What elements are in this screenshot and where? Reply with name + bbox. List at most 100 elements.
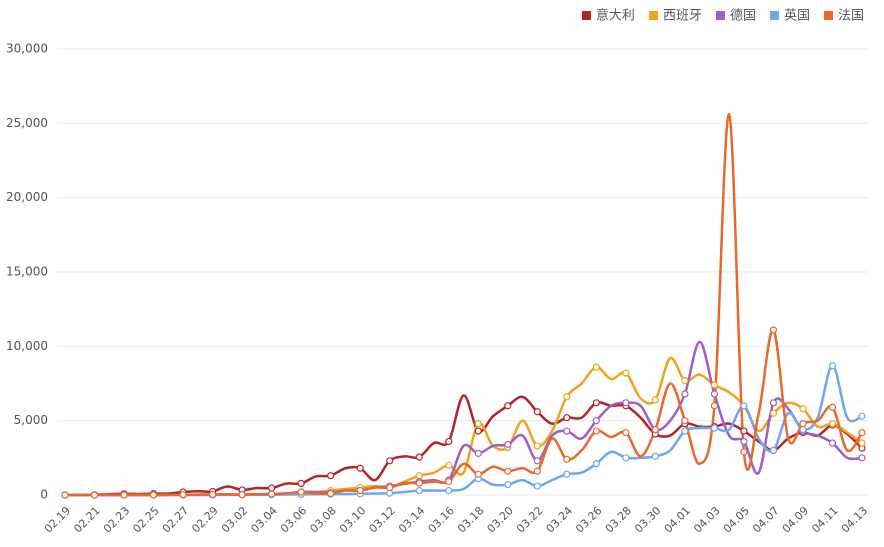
data-point bbox=[740, 437, 748, 446]
legend-swatch bbox=[823, 11, 833, 20]
data-point bbox=[474, 420, 482, 428]
data-point bbox=[504, 402, 512, 410]
y-tick-label: 30,000 bbox=[6, 42, 48, 56]
legend-label: 西班牙 bbox=[663, 9, 702, 24]
data-point bbox=[828, 420, 837, 428]
data-point bbox=[356, 464, 364, 472]
data-point bbox=[592, 417, 600, 425]
data-point bbox=[828, 403, 837, 411]
x-tick-label: 03.24 bbox=[544, 504, 575, 535]
data-point bbox=[415, 486, 423, 495]
data-point bbox=[504, 440, 512, 449]
data-point bbox=[179, 491, 187, 499]
data-point bbox=[622, 428, 630, 437]
data-point bbox=[592, 363, 600, 371]
data-point bbox=[740, 448, 748, 456]
data-point bbox=[769, 326, 778, 334]
data-point bbox=[120, 491, 128, 499]
data-point bbox=[563, 393, 571, 401]
data-point bbox=[61, 491, 69, 499]
data-point bbox=[445, 461, 453, 469]
data-point bbox=[710, 390, 719, 398]
data-point bbox=[592, 427, 600, 435]
data-point bbox=[563, 455, 571, 463]
x-tick-label: 03.22 bbox=[514, 504, 545, 535]
data-point bbox=[858, 454, 866, 462]
legend-label: 英国 bbox=[784, 9, 810, 24]
legend-swatch bbox=[581, 11, 591, 20]
data-point bbox=[651, 425, 659, 434]
data-point bbox=[474, 427, 482, 435]
x-tick-label: 02.19 bbox=[42, 504, 73, 535]
data-point bbox=[592, 460, 600, 468]
data-point bbox=[356, 486, 364, 495]
series-line bbox=[64, 394, 863, 497]
data-point bbox=[504, 480, 512, 489]
data-point bbox=[858, 412, 866, 420]
x-tick-label: 04.09 bbox=[780, 504, 811, 535]
data-point bbox=[710, 381, 719, 389]
x-tick-label: 03.14 bbox=[396, 504, 427, 535]
data-point bbox=[297, 479, 305, 488]
data-point bbox=[828, 439, 837, 447]
x-tick-label: 02.25 bbox=[130, 504, 161, 535]
x-tick-label: 03.12 bbox=[366, 504, 397, 535]
data-point bbox=[651, 396, 659, 404]
x-tick-label: 03.20 bbox=[485, 504, 516, 535]
data-point bbox=[858, 428, 866, 437]
data-point bbox=[90, 491, 99, 499]
y-tick-label: 5,000 bbox=[14, 413, 48, 427]
legend-label: 法国 bbox=[838, 9, 864, 24]
x-tick-label: 03.02 bbox=[219, 504, 250, 535]
y-tick-label: 15,000 bbox=[6, 265, 48, 279]
x-tick-label: 03.18 bbox=[455, 504, 486, 535]
x-tick-label: 03.28 bbox=[603, 504, 634, 535]
y-tick-label: 10,000 bbox=[6, 339, 48, 353]
data-point bbox=[592, 399, 600, 407]
data-point bbox=[533, 457, 541, 465]
x-tick-label: 04.11 bbox=[809, 504, 840, 535]
x-tick-label: 02.29 bbox=[189, 504, 220, 535]
data-point bbox=[622, 399, 630, 407]
data-point bbox=[297, 488, 305, 496]
data-point bbox=[445, 486, 453, 495]
legend-label: 意大利 bbox=[596, 8, 635, 24]
data-point bbox=[327, 489, 335, 498]
data-point bbox=[208, 490, 217, 499]
x-tick-label: 03.16 bbox=[426, 504, 457, 535]
data-point bbox=[799, 420, 807, 428]
y-tick-label: 25,000 bbox=[6, 116, 48, 130]
data-point bbox=[415, 479, 423, 487]
data-point bbox=[828, 362, 837, 370]
x-tick-label: 03.08 bbox=[307, 504, 338, 535]
data-point bbox=[710, 402, 719, 410]
data-point bbox=[445, 478, 453, 486]
data-point bbox=[445, 437, 453, 446]
x-tick-label: 04.03 bbox=[691, 504, 722, 535]
data-point bbox=[681, 427, 689, 435]
data-point bbox=[533, 467, 541, 475]
data-point bbox=[238, 491, 246, 499]
data-point bbox=[533, 442, 541, 450]
x-tick-label: 03.06 bbox=[278, 504, 309, 535]
data-point bbox=[149, 491, 158, 499]
data-point bbox=[740, 402, 748, 410]
legend-label: 德国 bbox=[730, 9, 756, 24]
x-tick-label: 04.01 bbox=[662, 504, 693, 535]
x-tick-label: 03.26 bbox=[573, 504, 604, 535]
data-point bbox=[710, 424, 719, 432]
data-point bbox=[740, 427, 748, 435]
data-point bbox=[651, 452, 659, 460]
data-point bbox=[474, 449, 482, 457]
y-tick-label: 20,000 bbox=[6, 190, 48, 204]
series-line bbox=[65, 113, 864, 497]
data-point bbox=[681, 417, 689, 425]
data-point bbox=[622, 369, 630, 377]
data-point bbox=[622, 454, 630, 462]
data-point bbox=[799, 405, 807, 413]
data-point bbox=[474, 470, 482, 478]
x-tick-label: 03.30 bbox=[632, 504, 663, 535]
data-point bbox=[386, 483, 394, 492]
data-point bbox=[563, 427, 571, 435]
